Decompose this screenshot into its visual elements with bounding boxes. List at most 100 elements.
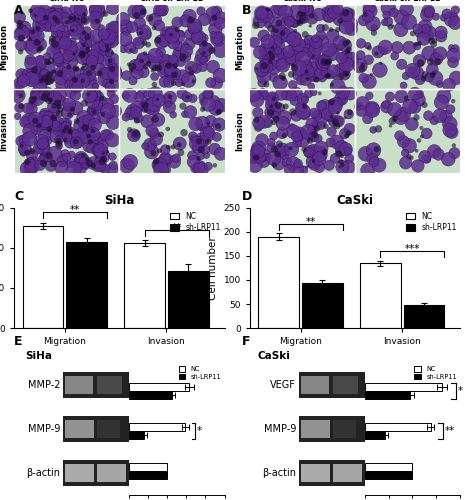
Point [397,113,405,121]
Point [31,66,38,74]
Bar [365,464,412,470]
Point [107,67,115,75]
Point [35,47,43,55]
Point [88,106,95,114]
Point [106,82,113,90]
Point [75,14,82,22]
Point [287,144,294,152]
Point [187,108,194,116]
Point [18,70,26,78]
Point [324,110,331,118]
Point [217,72,224,80]
Point [108,65,116,73]
Point [74,15,82,23]
Point [438,28,445,36]
Point [161,67,168,75]
Point [259,54,266,62]
Point [160,8,167,16]
Point [381,18,388,26]
Point [59,156,66,164]
Point [431,36,438,44]
Point [253,64,260,72]
Point [55,140,63,148]
Point [360,16,367,24]
Point [309,131,316,139]
Point [291,48,298,56]
Point [450,97,457,105]
Point [255,119,263,127]
Point [17,48,24,56]
Point [150,106,157,114]
Point [291,64,299,72]
Point [15,80,22,88]
Point [181,42,189,50]
Point [299,13,307,21]
Point [89,52,97,60]
Point [319,38,326,46]
Point [432,12,440,20]
Point [413,42,421,50]
Point [301,96,308,104]
Point [326,114,333,122]
Point [28,104,35,112]
Point [279,146,286,154]
Point [98,136,105,144]
Point [101,41,109,49]
Point [89,162,97,170]
Point [67,44,74,52]
Point [278,90,285,98]
Point [365,12,372,20]
Point [109,136,116,144]
Bar [129,384,189,390]
Point [45,115,52,123]
Point [308,72,315,80]
Point [154,95,161,103]
Point [82,162,89,170]
Point [284,158,291,166]
Point [101,48,108,56]
Point [292,90,299,98]
Point [132,8,139,16]
Point [400,110,407,118]
Point [24,165,31,173]
Point [156,147,163,155]
Point [284,14,292,22]
Point [16,22,24,30]
Point [73,82,81,90]
Bar [250,5,355,89]
Point [403,6,411,14]
Point [63,56,71,64]
Bar [299,460,365,486]
Point [175,79,183,87]
Point [157,160,165,168]
Point [303,68,310,76]
Point [20,149,27,157]
Point [167,74,174,82]
Point [92,13,99,21]
Point [52,120,60,128]
Point [43,20,51,28]
Point [336,17,344,25]
Point [46,71,53,79]
Point [39,118,46,126]
Text: MMP-9: MMP-9 [28,424,60,434]
Point [339,88,347,96]
Point [154,36,161,44]
Point [318,144,325,152]
Point [58,126,66,134]
Point [60,126,67,134]
Point [331,154,339,162]
Point [430,40,438,48]
Point [40,144,47,152]
Point [371,24,378,32]
Point [25,42,33,50]
Point [343,10,350,18]
Point [33,124,40,132]
Point [100,30,107,38]
Point [190,78,197,86]
Point [326,12,333,20]
Text: Invasion: Invasion [235,111,245,151]
Point [452,44,459,52]
Point [89,130,97,138]
Point [205,128,213,136]
